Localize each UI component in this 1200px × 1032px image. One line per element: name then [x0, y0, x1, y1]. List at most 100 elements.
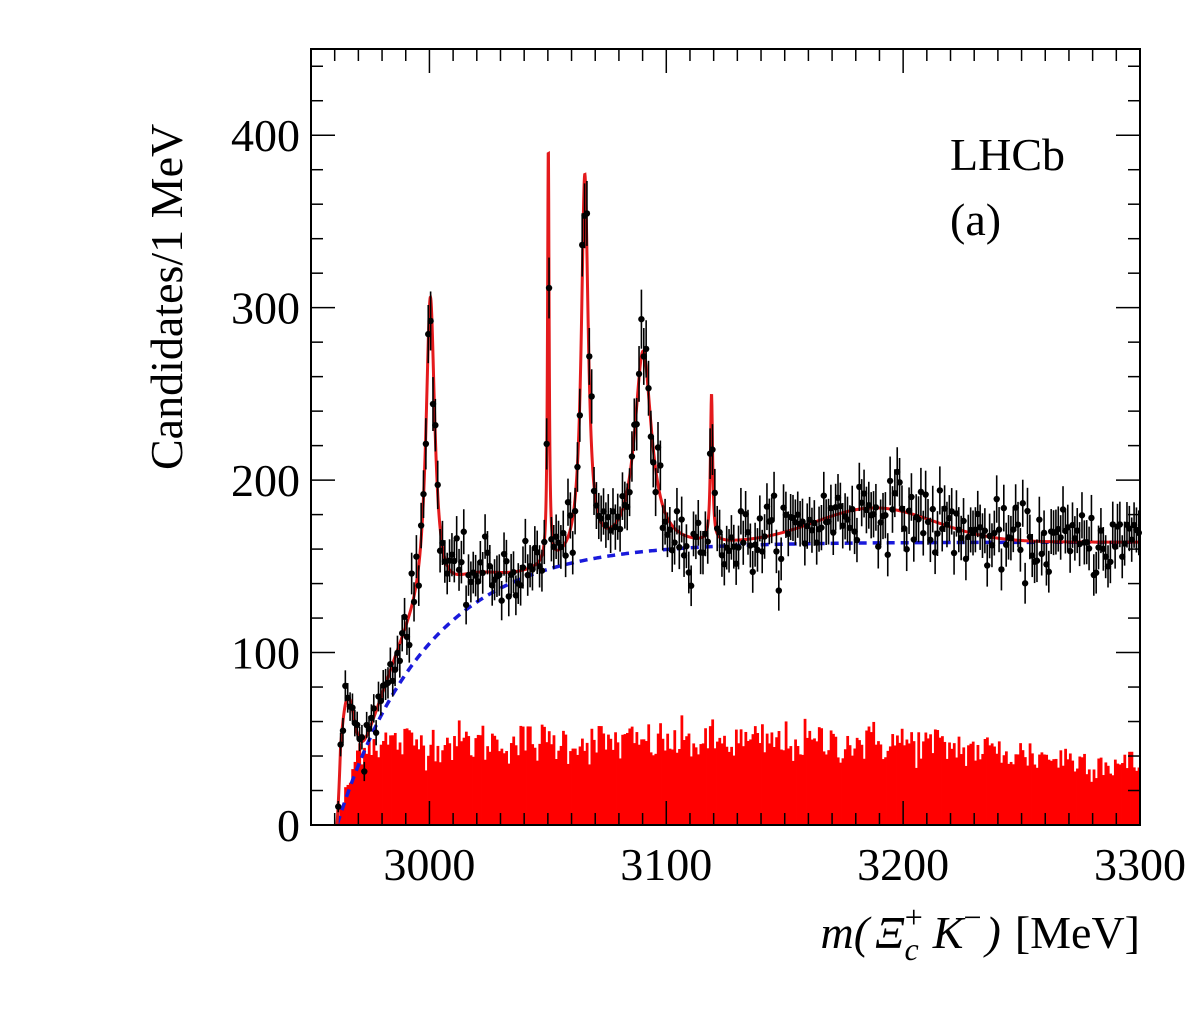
sideband-bar — [592, 739, 596, 825]
data-point-marker — [749, 568, 756, 576]
sideband-bar — [389, 735, 392, 825]
sideband-bar — [813, 738, 816, 825]
data-point-marker — [704, 538, 711, 545]
data-point-marker — [410, 598, 418, 606]
sideband-bar — [907, 743, 911, 825]
sideband-bar — [502, 753, 506, 825]
data-point — [1017, 528, 1024, 572]
data-point-marker — [574, 463, 581, 471]
data-point-marker — [676, 544, 683, 551]
data-point-marker — [853, 536, 861, 544]
sideband-bar — [1109, 773, 1112, 825]
data-point-marker — [775, 587, 782, 594]
sideband-bar — [761, 724, 764, 825]
sideband-bar — [725, 746, 729, 825]
x-title-suffix: ) — [982, 907, 1000, 958]
sideband-bar — [1026, 765, 1030, 825]
sideband-bar — [382, 740, 385, 825]
data-point — [460, 509, 467, 555]
data-point-marker — [626, 488, 633, 496]
sideband-bar — [926, 738, 930, 825]
sideband-bar — [436, 745, 440, 825]
data-point — [586, 328, 593, 385]
data-point-marker — [638, 315, 645, 323]
data-point-marker — [1019, 500, 1026, 507]
sideband-bar — [1095, 778, 1098, 825]
sideband-bar — [1057, 767, 1060, 825]
sideband-bar — [777, 731, 781, 825]
sideband-bar — [573, 748, 577, 825]
sideband-bar — [633, 743, 636, 825]
sideband-bar — [474, 738, 478, 825]
sideband-bar — [723, 735, 726, 825]
sideband-bar — [971, 741, 975, 825]
sideband-bar — [642, 739, 646, 825]
sideband-bar — [713, 748, 717, 825]
data-point — [737, 487, 745, 535]
sideband-bar — [893, 745, 897, 825]
sideband-bar — [1047, 759, 1051, 825]
data-point-marker — [541, 538, 548, 546]
sideband-bar — [457, 720, 461, 825]
sideband-bar — [1083, 753, 1086, 825]
sideband-bar — [768, 743, 771, 825]
sideband-bar — [791, 760, 795, 825]
sideband-bar — [858, 740, 861, 825]
data-point — [773, 529, 780, 574]
sideband-bar — [753, 726, 757, 825]
sideband-bar — [912, 741, 916, 825]
sideband-bar — [405, 728, 409, 825]
sideband-bar — [903, 745, 906, 825]
sideband-bar — [993, 746, 996, 825]
data-point-marker — [687, 582, 695, 589]
sideband-bar — [727, 751, 731, 825]
sideband-bar — [543, 726, 546, 825]
data-point — [929, 485, 936, 533]
sideband-bar — [860, 744, 864, 825]
sideband-bar — [718, 737, 722, 825]
data-point-marker — [503, 557, 510, 565]
sideband-bar — [967, 745, 970, 825]
sideband-bar — [379, 744, 383, 825]
data-point — [936, 466, 944, 515]
sideband-bar — [367, 739, 371, 825]
sideband-bar — [986, 737, 989, 825]
sideband-bar — [640, 739, 643, 825]
data-point — [353, 711, 361, 738]
sideband-bar — [843, 749, 847, 825]
sideband-bar — [734, 729, 738, 825]
sideband-bar — [585, 742, 589, 825]
data-point — [372, 720, 380, 746]
sideband-bar — [976, 744, 980, 825]
data-point — [820, 471, 827, 520]
data-points-layer — [335, 180, 1143, 813]
sideband-bar — [356, 750, 359, 825]
data-point — [981, 508, 989, 554]
sideband-bar — [829, 730, 833, 825]
data-point-marker — [1057, 534, 1064, 541]
sideband-bar — [363, 747, 366, 825]
sideband-bar — [661, 738, 665, 825]
data-point — [998, 548, 1005, 591]
sideband-bar — [434, 761, 437, 825]
sideband-bar — [824, 754, 828, 825]
sideband-bar — [891, 734, 895, 825]
sideband-bar — [408, 730, 411, 825]
sideband-bar — [417, 749, 421, 825]
sideband-bar — [1016, 754, 1020, 825]
data-point-marker — [827, 504, 835, 512]
sideband-bar — [448, 743, 452, 825]
data-point — [339, 717, 347, 744]
sideband-bar — [391, 735, 395, 825]
sideband-bar — [1014, 754, 1018, 825]
sideband-bar — [839, 762, 842, 825]
sideband-bar — [1078, 756, 1082, 825]
data-point — [830, 510, 837, 556]
data-point-marker — [401, 613, 408, 621]
sideband-bar — [623, 734, 627, 825]
data-point — [434, 460, 441, 510]
sideband-bar — [708, 726, 712, 825]
data-point — [709, 424, 716, 476]
data-point — [650, 437, 657, 488]
data-point — [740, 520, 747, 565]
